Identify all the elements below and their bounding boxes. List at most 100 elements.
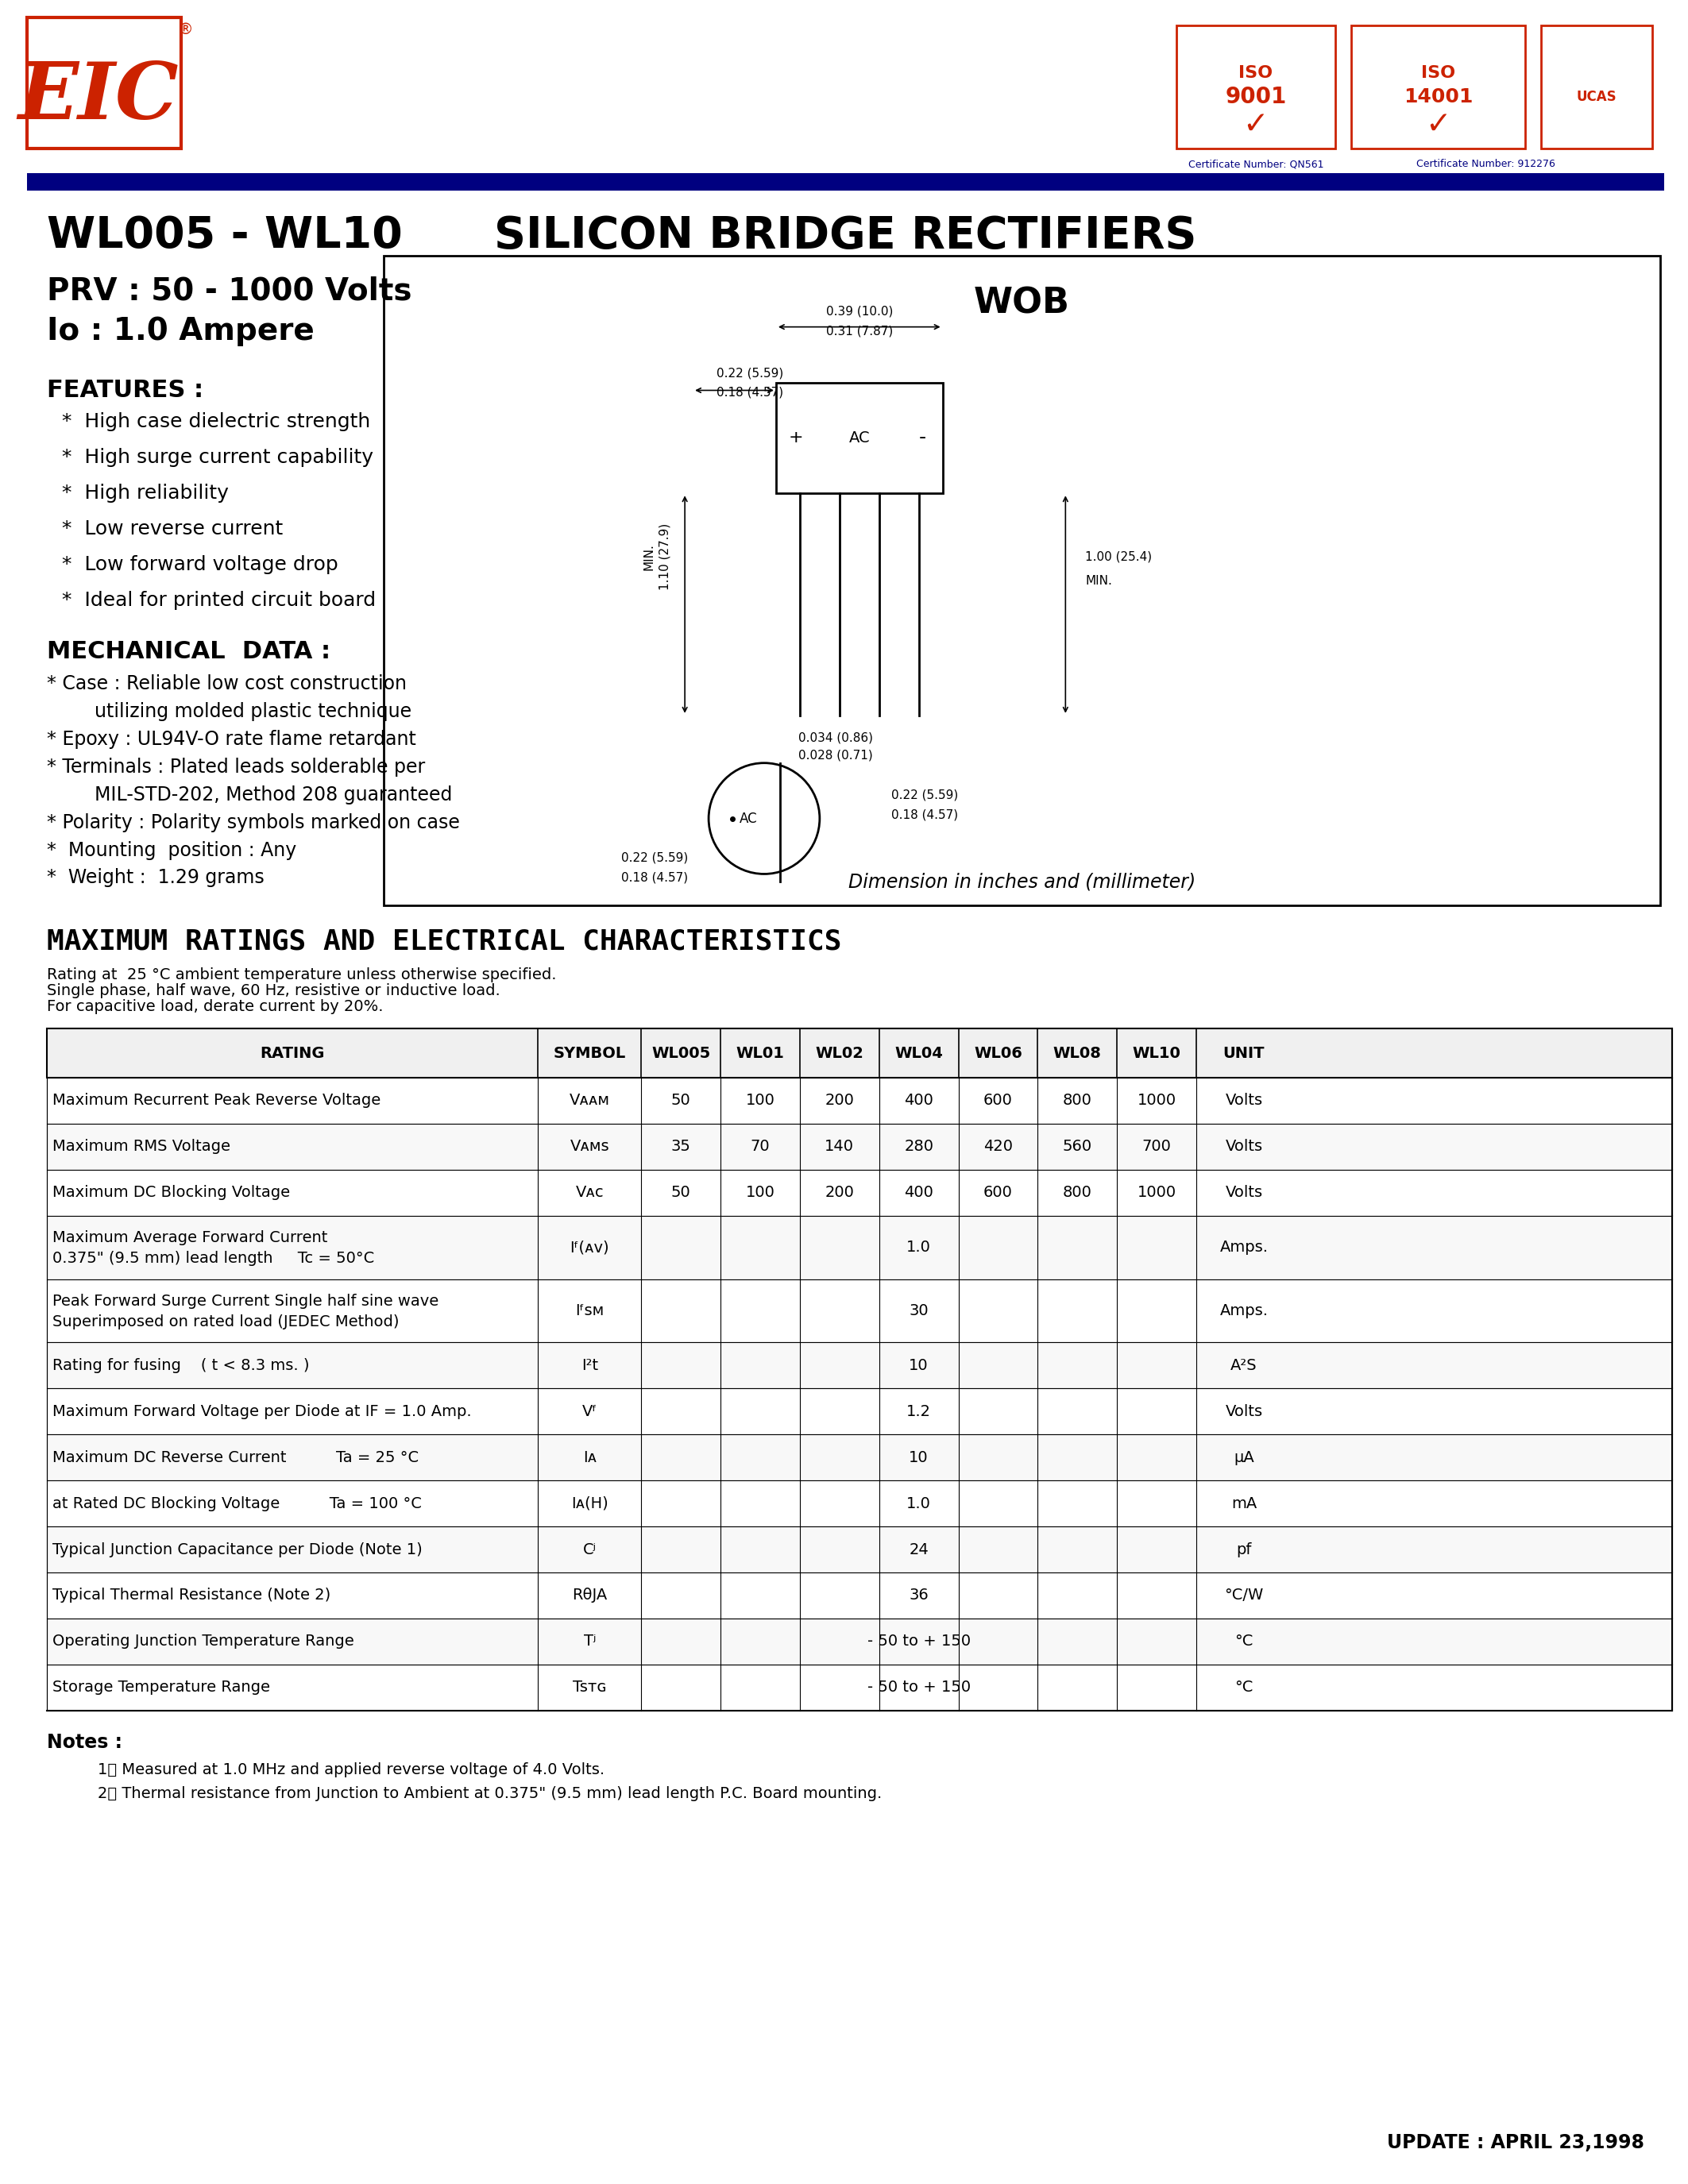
Text: * Terminals : Plated leads solderable per: * Terminals : Plated leads solderable pe…	[47, 758, 425, 778]
Text: 100: 100	[746, 1186, 775, 1201]
Text: 1.0: 1.0	[906, 1496, 932, 1511]
Text: 30: 30	[910, 1304, 928, 1319]
Text: pf: pf	[1236, 1542, 1251, 1557]
Text: * Epoxy : UL94V-O rate flame retardant: * Epoxy : UL94V-O rate flame retardant	[47, 729, 415, 749]
Text: -: -	[920, 428, 927, 448]
Text: For capacitive load, derate current by 20%.: For capacitive load, derate current by 2…	[47, 998, 383, 1013]
Bar	[47, 1435, 1673, 1481]
Text: Operating Junction Temperature Range: Operating Junction Temperature Range	[52, 1634, 354, 1649]
Text: WL06: WL06	[974, 1046, 1023, 1061]
Text: +: +	[788, 430, 803, 446]
Text: Vᶠ: Vᶠ	[582, 1404, 598, 1420]
Text: 0.18 (4.57): 0.18 (4.57)	[891, 808, 957, 821]
Text: ✓: ✓	[1242, 109, 1269, 140]
Text: mA: mA	[1231, 1496, 1258, 1511]
Text: 400: 400	[905, 1094, 933, 1107]
Text: 50: 50	[672, 1186, 690, 1201]
Text: Iᴀ: Iᴀ	[582, 1450, 596, 1465]
Bar	[47, 1171, 1673, 1216]
Text: FEATURES :: FEATURES :	[47, 378, 203, 402]
Text: Rating for fusing    ( t < 8.3 ms. ): Rating for fusing ( t < 8.3 ms. )	[52, 1358, 311, 1374]
Text: ®: ®	[177, 22, 192, 37]
Text: AC: AC	[849, 430, 869, 446]
Text: ISO: ISO	[1239, 66, 1273, 81]
Text: Storage Temperature Range: Storage Temperature Range	[52, 1679, 270, 1695]
Text: Vᴀᴍs: Vᴀᴍs	[571, 1140, 609, 1155]
Text: UPDATE : APRIL 23,1998: UPDATE : APRIL 23,1998	[1388, 2134, 1644, 2151]
Text: - 50 to + 150: - 50 to + 150	[868, 1679, 971, 1695]
Text: Dimension in inches and (millimeter): Dimension in inches and (millimeter)	[847, 871, 1195, 891]
Text: * Polarity : Polarity symbols marked on case: * Polarity : Polarity symbols marked on …	[47, 812, 459, 832]
Text: Maximum DC Reverse Current          Ta = 25 °C: Maximum DC Reverse Current Ta = 25 °C	[52, 1450, 419, 1465]
Bar	[1177, 26, 1335, 149]
Circle shape	[709, 762, 820, 874]
Text: 24: 24	[908, 1542, 928, 1557]
Text: Vᴀᴄ: Vᴀᴄ	[576, 1186, 604, 1201]
Text: utilizing molded plastic technique: utilizing molded plastic technique	[47, 701, 412, 721]
Text: at Rated DC Blocking Voltage          Ta = 100 °C: at Rated DC Blocking Voltage Ta = 100 °C	[52, 1496, 422, 1511]
Text: Cʲ: Cʲ	[582, 1542, 596, 1557]
Text: WL005: WL005	[652, 1046, 711, 1061]
Text: 0.22 (5.59): 0.22 (5.59)	[621, 852, 689, 865]
Text: Maximum Average Forward Current: Maximum Average Forward Current	[52, 1230, 327, 1245]
Text: 36: 36	[908, 1588, 928, 1603]
Text: A²S: A²S	[1231, 1358, 1258, 1374]
Text: *  Weight :  1.29 grams: * Weight : 1.29 grams	[47, 869, 263, 887]
Bar	[47, 1572, 1673, 1618]
Text: 1000: 1000	[1138, 1094, 1177, 1107]
Text: Tsᴛɢ: Tsᴛɢ	[572, 1679, 606, 1695]
Text: 0.18 (4.57): 0.18 (4.57)	[621, 871, 689, 885]
Text: MIN.: MIN.	[1085, 574, 1112, 587]
Text: 0.034 (0.86): 0.034 (0.86)	[798, 732, 873, 743]
Text: 1.00 (25.4): 1.00 (25.4)	[1085, 550, 1153, 563]
Text: Amps.: Amps.	[1220, 1241, 1268, 1256]
Text: Vᴀᴀᴍ: Vᴀᴀᴍ	[569, 1094, 609, 1107]
Bar	[47, 1664, 1673, 1710]
Bar	[27, 173, 1664, 190]
Bar	[1350, 26, 1526, 149]
Text: 140: 140	[825, 1140, 854, 1155]
Text: *  High surge current capability: * High surge current capability	[62, 448, 373, 467]
Text: Volts: Volts	[1225, 1404, 1263, 1420]
Text: *  Ideal for printed circuit board: * Ideal for printed circuit board	[62, 592, 376, 609]
Text: ISO: ISO	[1421, 66, 1455, 81]
Text: WL01: WL01	[736, 1046, 785, 1061]
Text: 50: 50	[672, 1094, 690, 1107]
Text: Maximum Recurrent Peak Reverse Voltage: Maximum Recurrent Peak Reverse Voltage	[52, 1094, 381, 1107]
Text: WL005 - WL10: WL005 - WL10	[47, 214, 402, 258]
Bar	[47, 1618, 1673, 1664]
Text: 200: 200	[825, 1094, 854, 1107]
Text: 0.375" (9.5 mm) lead length     Tc = 50°C: 0.375" (9.5 mm) lead length Tc = 50°C	[52, 1251, 375, 1267]
Text: °C: °C	[1234, 1634, 1252, 1649]
Text: 1.2: 1.2	[906, 1404, 932, 1420]
Text: ✓: ✓	[1425, 109, 1452, 140]
Text: WL10: WL10	[1133, 1046, 1182, 1061]
Text: 280: 280	[905, 1140, 933, 1155]
Text: 1.10 (27.9): 1.10 (27.9)	[658, 524, 670, 590]
Bar	[47, 1481, 1673, 1527]
Text: Certificate Number: QN561: Certificate Number: QN561	[1188, 159, 1323, 170]
Text: - 50 to + 150: - 50 to + 150	[868, 1634, 971, 1649]
Text: MIL-STD-202, Method 208 guaranteed: MIL-STD-202, Method 208 guaranteed	[47, 786, 452, 804]
Text: 1） Measured at 1.0 MHz and applied reverse voltage of 4.0 Volts.: 1） Measured at 1.0 MHz and applied rever…	[98, 1762, 604, 1778]
Bar	[47, 1216, 1673, 1280]
Text: 600: 600	[984, 1186, 1013, 1201]
Text: °C: °C	[1234, 1679, 1252, 1695]
Text: *  High reliability: * High reliability	[62, 485, 230, 502]
Text: Iᶠsᴍ: Iᶠsᴍ	[576, 1304, 604, 1319]
Text: WL04: WL04	[895, 1046, 944, 1061]
Text: 600: 600	[984, 1094, 1013, 1107]
Text: UNIT: UNIT	[1224, 1046, 1264, 1061]
Text: *  Mounting  position : Any: * Mounting position : Any	[47, 841, 295, 860]
Text: RATING: RATING	[260, 1046, 324, 1061]
Bar	[47, 1280, 1673, 1343]
Text: WL08: WL08	[1053, 1046, 1102, 1061]
Text: Volts: Volts	[1225, 1094, 1263, 1107]
Text: μA: μA	[1234, 1450, 1254, 1465]
Bar	[776, 382, 942, 494]
Text: 0.028 (0.71): 0.028 (0.71)	[798, 749, 873, 760]
Text: 1000: 1000	[1138, 1186, 1177, 1201]
Text: Tʲ: Tʲ	[584, 1634, 596, 1649]
Text: Maximum DC Blocking Voltage: Maximum DC Blocking Voltage	[52, 1186, 290, 1201]
Text: * Case : Reliable low cost construction: * Case : Reliable low cost construction	[47, 675, 407, 692]
